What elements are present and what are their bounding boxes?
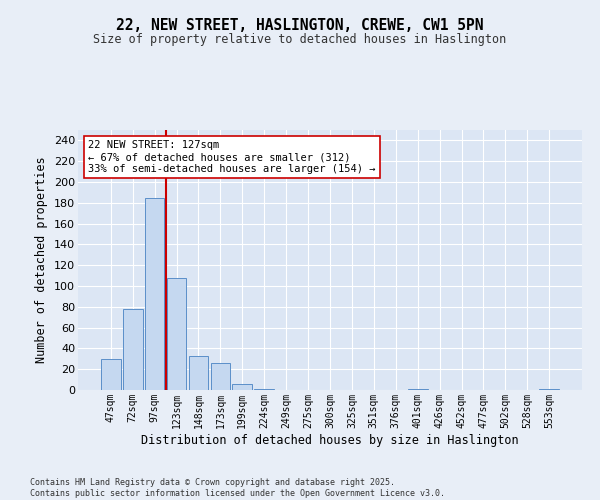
Text: Contains HM Land Registry data © Crown copyright and database right 2025.
Contai: Contains HM Land Registry data © Crown c… — [30, 478, 445, 498]
Bar — [167, 278, 187, 390]
X-axis label: Distribution of detached houses by size in Haslington: Distribution of detached houses by size … — [141, 434, 519, 446]
Bar — [539, 389, 559, 390]
Bar — [188, 356, 208, 390]
Bar — [254, 389, 274, 390]
Bar — [211, 363, 230, 390]
Bar — [145, 198, 164, 390]
Text: 22, NEW STREET, HASLINGTON, CREWE, CW1 5PN: 22, NEW STREET, HASLINGTON, CREWE, CW1 5… — [116, 18, 484, 32]
Bar — [232, 384, 252, 390]
Text: 22 NEW STREET: 127sqm
← 67% of detached houses are smaller (312)
33% of semi-det: 22 NEW STREET: 127sqm ← 67% of detached … — [88, 140, 376, 173]
Bar — [101, 359, 121, 390]
Bar — [123, 309, 143, 390]
Text: Size of property relative to detached houses in Haslington: Size of property relative to detached ho… — [94, 32, 506, 46]
Y-axis label: Number of detached properties: Number of detached properties — [35, 156, 49, 364]
Bar — [408, 389, 428, 390]
